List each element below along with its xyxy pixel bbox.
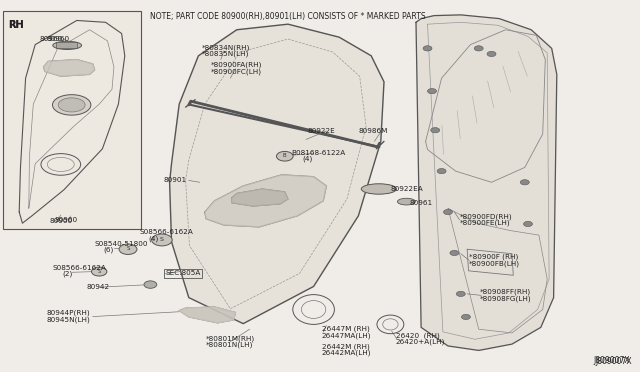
Text: *80900F (RH): *80900F (RH) <box>469 253 518 260</box>
Text: B08168-6122A: B08168-6122A <box>291 150 346 155</box>
Circle shape <box>423 46 432 51</box>
Text: *80908FF(RH): *80908FF(RH) <box>480 289 531 295</box>
FancyBboxPatch shape <box>56 42 77 48</box>
Text: 80960: 80960 <box>40 36 63 42</box>
Ellipse shape <box>52 94 91 115</box>
Text: (4): (4) <box>302 155 312 162</box>
Text: 80960: 80960 <box>46 36 69 42</box>
Circle shape <box>119 244 137 254</box>
Text: S: S <box>126 246 130 251</box>
Text: 26442MA(LH): 26442MA(LH) <box>322 350 371 356</box>
Circle shape <box>144 281 157 288</box>
Text: J809007X: J809007X <box>596 357 632 366</box>
Text: S: S <box>98 269 100 274</box>
Circle shape <box>428 89 436 94</box>
Circle shape <box>152 234 172 246</box>
Text: 80945N(LH): 80945N(LH) <box>46 316 90 323</box>
Text: (2): (2) <box>62 271 72 278</box>
Circle shape <box>456 291 465 296</box>
Circle shape <box>520 180 529 185</box>
Polygon shape <box>179 307 236 323</box>
Text: 80922EA: 80922EA <box>390 186 423 192</box>
Ellipse shape <box>361 184 397 194</box>
Text: S: S <box>160 237 164 242</box>
Text: *80900FE(LH): *80900FE(LH) <box>460 220 510 227</box>
Circle shape <box>431 128 440 133</box>
Polygon shape <box>205 175 326 227</box>
Text: S08540-51800: S08540-51800 <box>95 241 148 247</box>
Text: 80900: 80900 <box>54 217 77 223</box>
Polygon shape <box>232 189 288 206</box>
Ellipse shape <box>397 198 415 205</box>
Text: *80900FC(LH): *80900FC(LH) <box>211 68 262 75</box>
Text: (6): (6) <box>104 247 114 253</box>
Text: (4): (4) <box>148 235 159 242</box>
Circle shape <box>450 250 459 256</box>
Text: 26442M (RH): 26442M (RH) <box>322 343 370 350</box>
Circle shape <box>474 46 483 51</box>
Text: S08566-6162A: S08566-6162A <box>140 230 193 235</box>
Text: J809007X: J809007X <box>594 356 630 365</box>
Text: B: B <box>283 153 287 158</box>
Text: S08566-6162A: S08566-6162A <box>52 265 106 271</box>
Circle shape <box>487 51 496 57</box>
Text: 26420  (RH): 26420 (RH) <box>396 332 439 339</box>
Text: *80900FA(RH): *80900FA(RH) <box>211 62 262 68</box>
Circle shape <box>524 221 532 227</box>
Circle shape <box>444 209 452 215</box>
Ellipse shape <box>58 98 85 112</box>
Text: NOTE; PART CODE 80900(RH),80901(LH) CONSISTS OF * MARKED PARTS: NOTE; PART CODE 80900(RH),80901(LH) CONS… <box>150 12 426 21</box>
Text: *80834N(RH): *80834N(RH) <box>202 44 250 51</box>
Text: 26447M (RH): 26447M (RH) <box>322 326 370 333</box>
Text: 80986M: 80986M <box>358 128 388 134</box>
Text: 80900: 80900 <box>50 218 73 224</box>
Polygon shape <box>416 15 557 350</box>
Text: *80900FB(LH): *80900FB(LH) <box>469 260 520 267</box>
Text: 26420+A(LH): 26420+A(LH) <box>396 339 445 345</box>
Text: SEC.805A: SEC.805A <box>165 270 200 276</box>
Text: 80901: 80901 <box>164 177 187 183</box>
Circle shape <box>92 267 107 276</box>
Text: 26447MA(LH): 26447MA(LH) <box>322 332 371 339</box>
FancyBboxPatch shape <box>3 11 141 229</box>
Text: RH: RH <box>8 20 24 31</box>
Text: *80801M(RH): *80801M(RH) <box>206 335 255 342</box>
Ellipse shape <box>53 41 82 49</box>
Circle shape <box>437 169 446 174</box>
Circle shape <box>276 151 293 161</box>
Text: 80922E: 80922E <box>307 128 335 134</box>
Text: *80908FG(LH): *80908FG(LH) <box>480 295 532 302</box>
Text: *80801N(LH): *80801N(LH) <box>206 341 253 348</box>
Polygon shape <box>44 60 95 76</box>
Text: *80900FD(RH): *80900FD(RH) <box>460 213 512 220</box>
Text: 80944P(RH): 80944P(RH) <box>46 310 90 317</box>
Text: 80961: 80961 <box>410 201 433 206</box>
Text: 80942: 80942 <box>86 284 109 290</box>
Circle shape <box>461 314 470 320</box>
Text: RH: RH <box>8 20 24 31</box>
Text: *80835N(LH): *80835N(LH) <box>202 51 249 57</box>
Polygon shape <box>170 24 384 324</box>
